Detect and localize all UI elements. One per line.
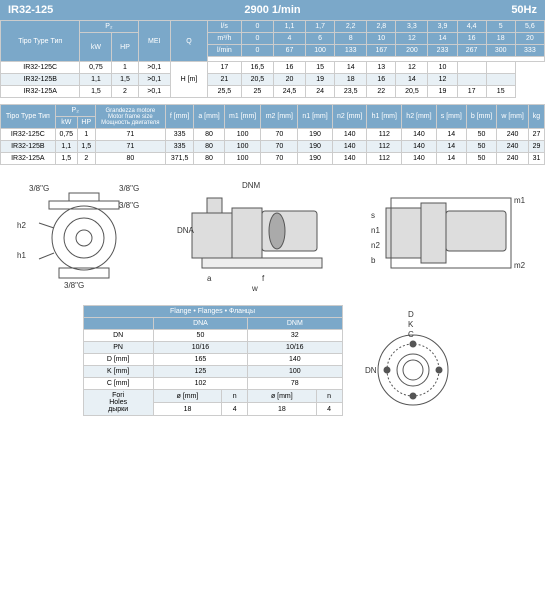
- svg-text:DNA: DNA: [177, 226, 195, 235]
- svg-text:m2: m2: [514, 261, 526, 270]
- svg-text:DN: DN: [365, 366, 377, 375]
- header-bar: IR32-125 2900 1/min 50Hz: [0, 0, 545, 20]
- svg-text:3/8"G: 3/8"G: [29, 184, 49, 193]
- svg-text:D: D: [408, 310, 414, 319]
- svg-text:3/8"G: 3/8"G: [119, 201, 139, 210]
- svg-text:m1: m1: [514, 196, 526, 205]
- diagrams-row: 3/8"G 3/8"G 3/8"G 3/8"G h2 h1 DNM DNA a …: [0, 165, 545, 301]
- svg-text:h1: h1: [17, 251, 26, 260]
- pump-top-diagram: m1 m2 s n1 n2 b: [366, 173, 536, 293]
- model-label: IR32-125: [8, 4, 108, 16]
- col-ls: l/s: [207, 21, 241, 33]
- svg-text:s: s: [371, 211, 375, 220]
- col-type: Tipo Type Тип: [1, 21, 80, 62]
- col-hp: HP: [112, 33, 138, 62]
- svg-text:f: f: [262, 274, 265, 283]
- table-row: IR32-125B1,11,5>0,1 2120,5201918161412: [1, 74, 545, 86]
- col-q: Q: [170, 21, 207, 62]
- col-p2: P₂: [80, 21, 138, 33]
- svg-text:a: a: [207, 274, 212, 283]
- svg-text:b: b: [371, 256, 376, 265]
- svg-text:n1: n1: [371, 226, 380, 235]
- hz-label: 50Hz: [437, 4, 537, 16]
- col-kw: kW: [80, 33, 112, 62]
- pump-front-diagram: 3/8"G 3/8"G 3/8"G 3/8"G h2 h1: [9, 173, 159, 293]
- performance-table: Tipo Type Тип P₂ MEI Q l/s 01,11,72,22,8…: [0, 20, 545, 98]
- table-row: IR32-125C0,751>0,1 H [m] 1716,5161514131…: [1, 62, 545, 74]
- svg-text:n2: n2: [371, 241, 380, 250]
- svg-text:DNM: DNM: [242, 181, 261, 190]
- flange-diagram: D K C DN: [363, 305, 463, 415]
- rpm-label: 2900 1/min: [108, 4, 437, 16]
- svg-text:C: C: [408, 330, 414, 339]
- svg-text:h2: h2: [17, 221, 26, 230]
- svg-text:w: w: [251, 284, 258, 293]
- flange-section: Flange • Flanges • Фланцы DNADNM DN5032 …: [0, 301, 545, 420]
- pump-side-diagram: DNM DNA a f w: [172, 173, 352, 293]
- table-row: IR32-125A1,5280371,580100701901401121401…: [1, 153, 545, 165]
- table-row: IR32-125B1,11,57133580100701901401121401…: [1, 141, 545, 153]
- table-row: IR32-125C0,75171335801007019014011214014…: [1, 129, 545, 141]
- col-mei: MEI: [138, 21, 170, 62]
- table-row: IR32-125A1,52>0,1 25,52524,52423,52220,5…: [1, 86, 545, 98]
- dimensions-table: Tipo Type Тип P₂ Grandezza motore Motor …: [0, 104, 545, 165]
- svg-text:3/8"G: 3/8"G: [64, 281, 84, 290]
- flange-table: Flange • Flanges • Фланцы DNADNM DN5032 …: [83, 305, 343, 416]
- svg-text:3/8"G: 3/8"G: [119, 184, 139, 193]
- svg-text:K: K: [408, 320, 414, 329]
